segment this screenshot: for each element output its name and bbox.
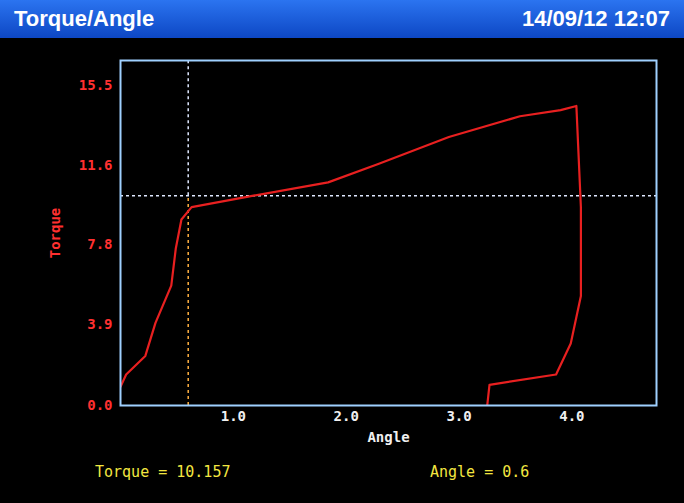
svg-text:11.6: 11.6 [79, 157, 113, 173]
svg-text:1.0: 1.0 [221, 408, 246, 424]
svg-text:Angle: Angle [367, 429, 409, 445]
svg-text:7.8: 7.8 [87, 236, 112, 252]
svg-text:3.9: 3.9 [87, 316, 112, 332]
svg-text:15.5: 15.5 [79, 77, 113, 93]
html-text:Torque = 10.157: Torque = 10.157 [95, 463, 231, 481]
html-text:14/09/12 12:07: 14/09/12 12:07 [522, 6, 670, 31]
svg-text:Torque: Torque [47, 208, 63, 259]
html-text:Angle = 0.6: Angle = 0.6 [430, 463, 530, 481]
html-text:Torque/Angle: Torque/Angle [14, 6, 155, 31]
svg-text:2.0: 2.0 [334, 408, 359, 424]
svg-text:3.0: 3.0 [446, 408, 471, 424]
svg-text:4.0: 4.0 [559, 408, 584, 424]
svg-text:0.0: 0.0 [87, 397, 112, 413]
